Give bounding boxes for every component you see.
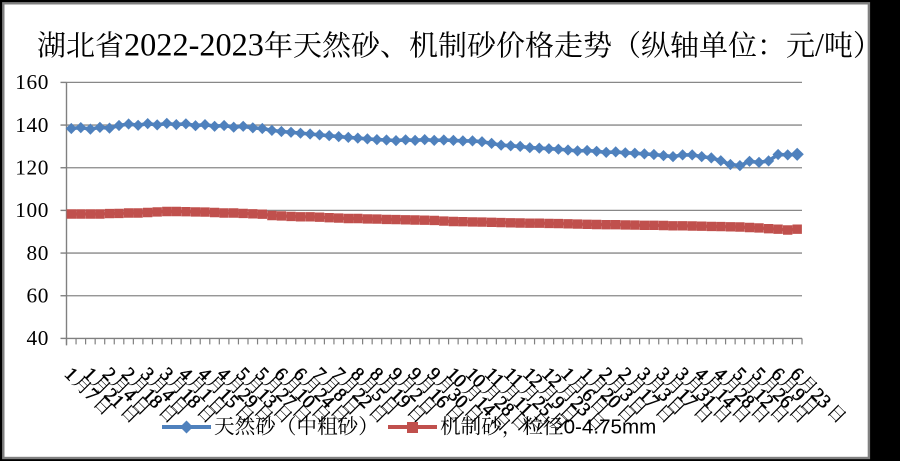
svg-text:0-4.75mm: 0-4.75mm: [564, 416, 657, 439]
svg-text:160: 160: [15, 70, 49, 94]
svg-text:/: /: [815, 27, 824, 63]
svg-text:2022-2023: 2022-2023: [124, 27, 264, 63]
svg-text:100: 100: [15, 198, 49, 222]
svg-text:120: 120: [15, 156, 49, 180]
svg-text:80: 80: [27, 241, 50, 265]
svg-text:60: 60: [27, 284, 50, 308]
svg-text:140: 140: [15, 113, 49, 137]
svg-text:40: 40: [27, 326, 50, 350]
